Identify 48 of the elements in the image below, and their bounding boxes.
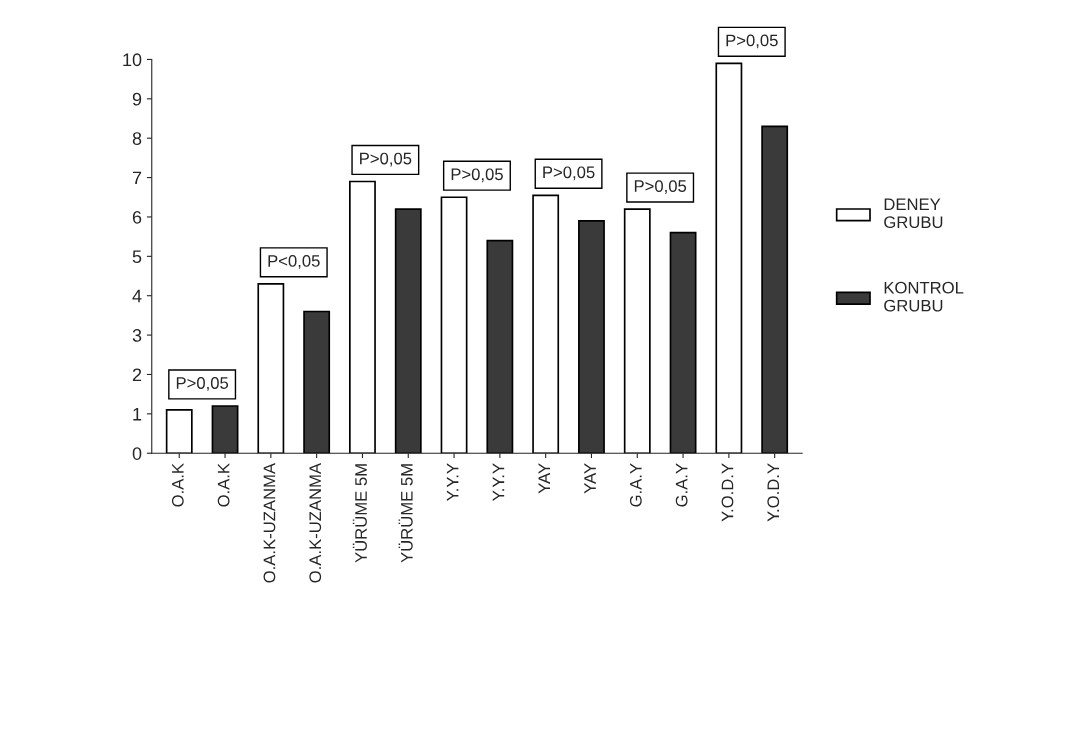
x-tick-label: O.A.K [217, 463, 230, 507]
x-tick-label: YÜRÜME 5M [398, 464, 413, 563]
y-tick-label: 9 [132, 92, 142, 106]
x-tick-label: Y.Y.Y [492, 463, 505, 501]
annotation: P>0,05 [176, 377, 229, 391]
bar [486, 239, 514, 454]
bar [349, 180, 376, 454]
annotation: P>0,05 [634, 180, 687, 194]
x-tick-label: YAY [584, 463, 596, 494]
bar [257, 283, 285, 454]
x-tick-label: O.A.K-UZANMA [309, 462, 322, 583]
legend-label: KONTROL GRUBU [884, 281, 964, 312]
y-tick-label: 10 [123, 53, 142, 67]
bar [303, 310, 331, 454]
annotation: P>0,05 [543, 166, 595, 181]
y-tick-label: 6 [132, 210, 142, 224]
annotation: P>0,05 [360, 152, 412, 167]
y-tick-label: 4 [132, 289, 142, 303]
y-tick-label: 1 [133, 407, 142, 421]
x-tick-label: Y.O.D.Y [767, 463, 780, 522]
bar [761, 125, 789, 454]
y-tick-label: 7 [132, 171, 142, 185]
text: P>0,05 [726, 34, 778, 49]
bar [532, 194, 560, 454]
bar [165, 409, 193, 454]
bar [211, 405, 239, 454]
x-tick-label: G.A.Y [675, 463, 688, 507]
annotation: P>0,05 [451, 168, 503, 183]
bar [669, 231, 697, 454]
bar [394, 208, 422, 454]
x-tick-label: O.A.K [171, 463, 184, 507]
y-tick-label: 5 [132, 250, 142, 264]
bar [440, 196, 468, 454]
y-tick-label: 8 [132, 132, 142, 145]
y-tick-label: 2 [132, 368, 142, 382]
bar [578, 220, 605, 454]
x-tick-label: Y.Y.Y [446, 463, 459, 501]
x-tick-label: YAY [538, 463, 550, 494]
annotation: P<0,05 [268, 255, 320, 269]
x-tick-label: YÜRÜME 5M [352, 464, 367, 563]
bar [623, 208, 651, 454]
legend-label: DENEY GRUBU [884, 198, 943, 229]
y-tick-label: 3 [132, 329, 142, 342]
x-tick-label: Y.O.D.Y [721, 463, 734, 522]
x-tick-label: G.A.Y [629, 463, 642, 507]
bar [715, 62, 743, 454]
x-tick-label: O.A.K-UZANMA [263, 462, 276, 583]
y-tick-label: 0 [132, 447, 142, 460]
